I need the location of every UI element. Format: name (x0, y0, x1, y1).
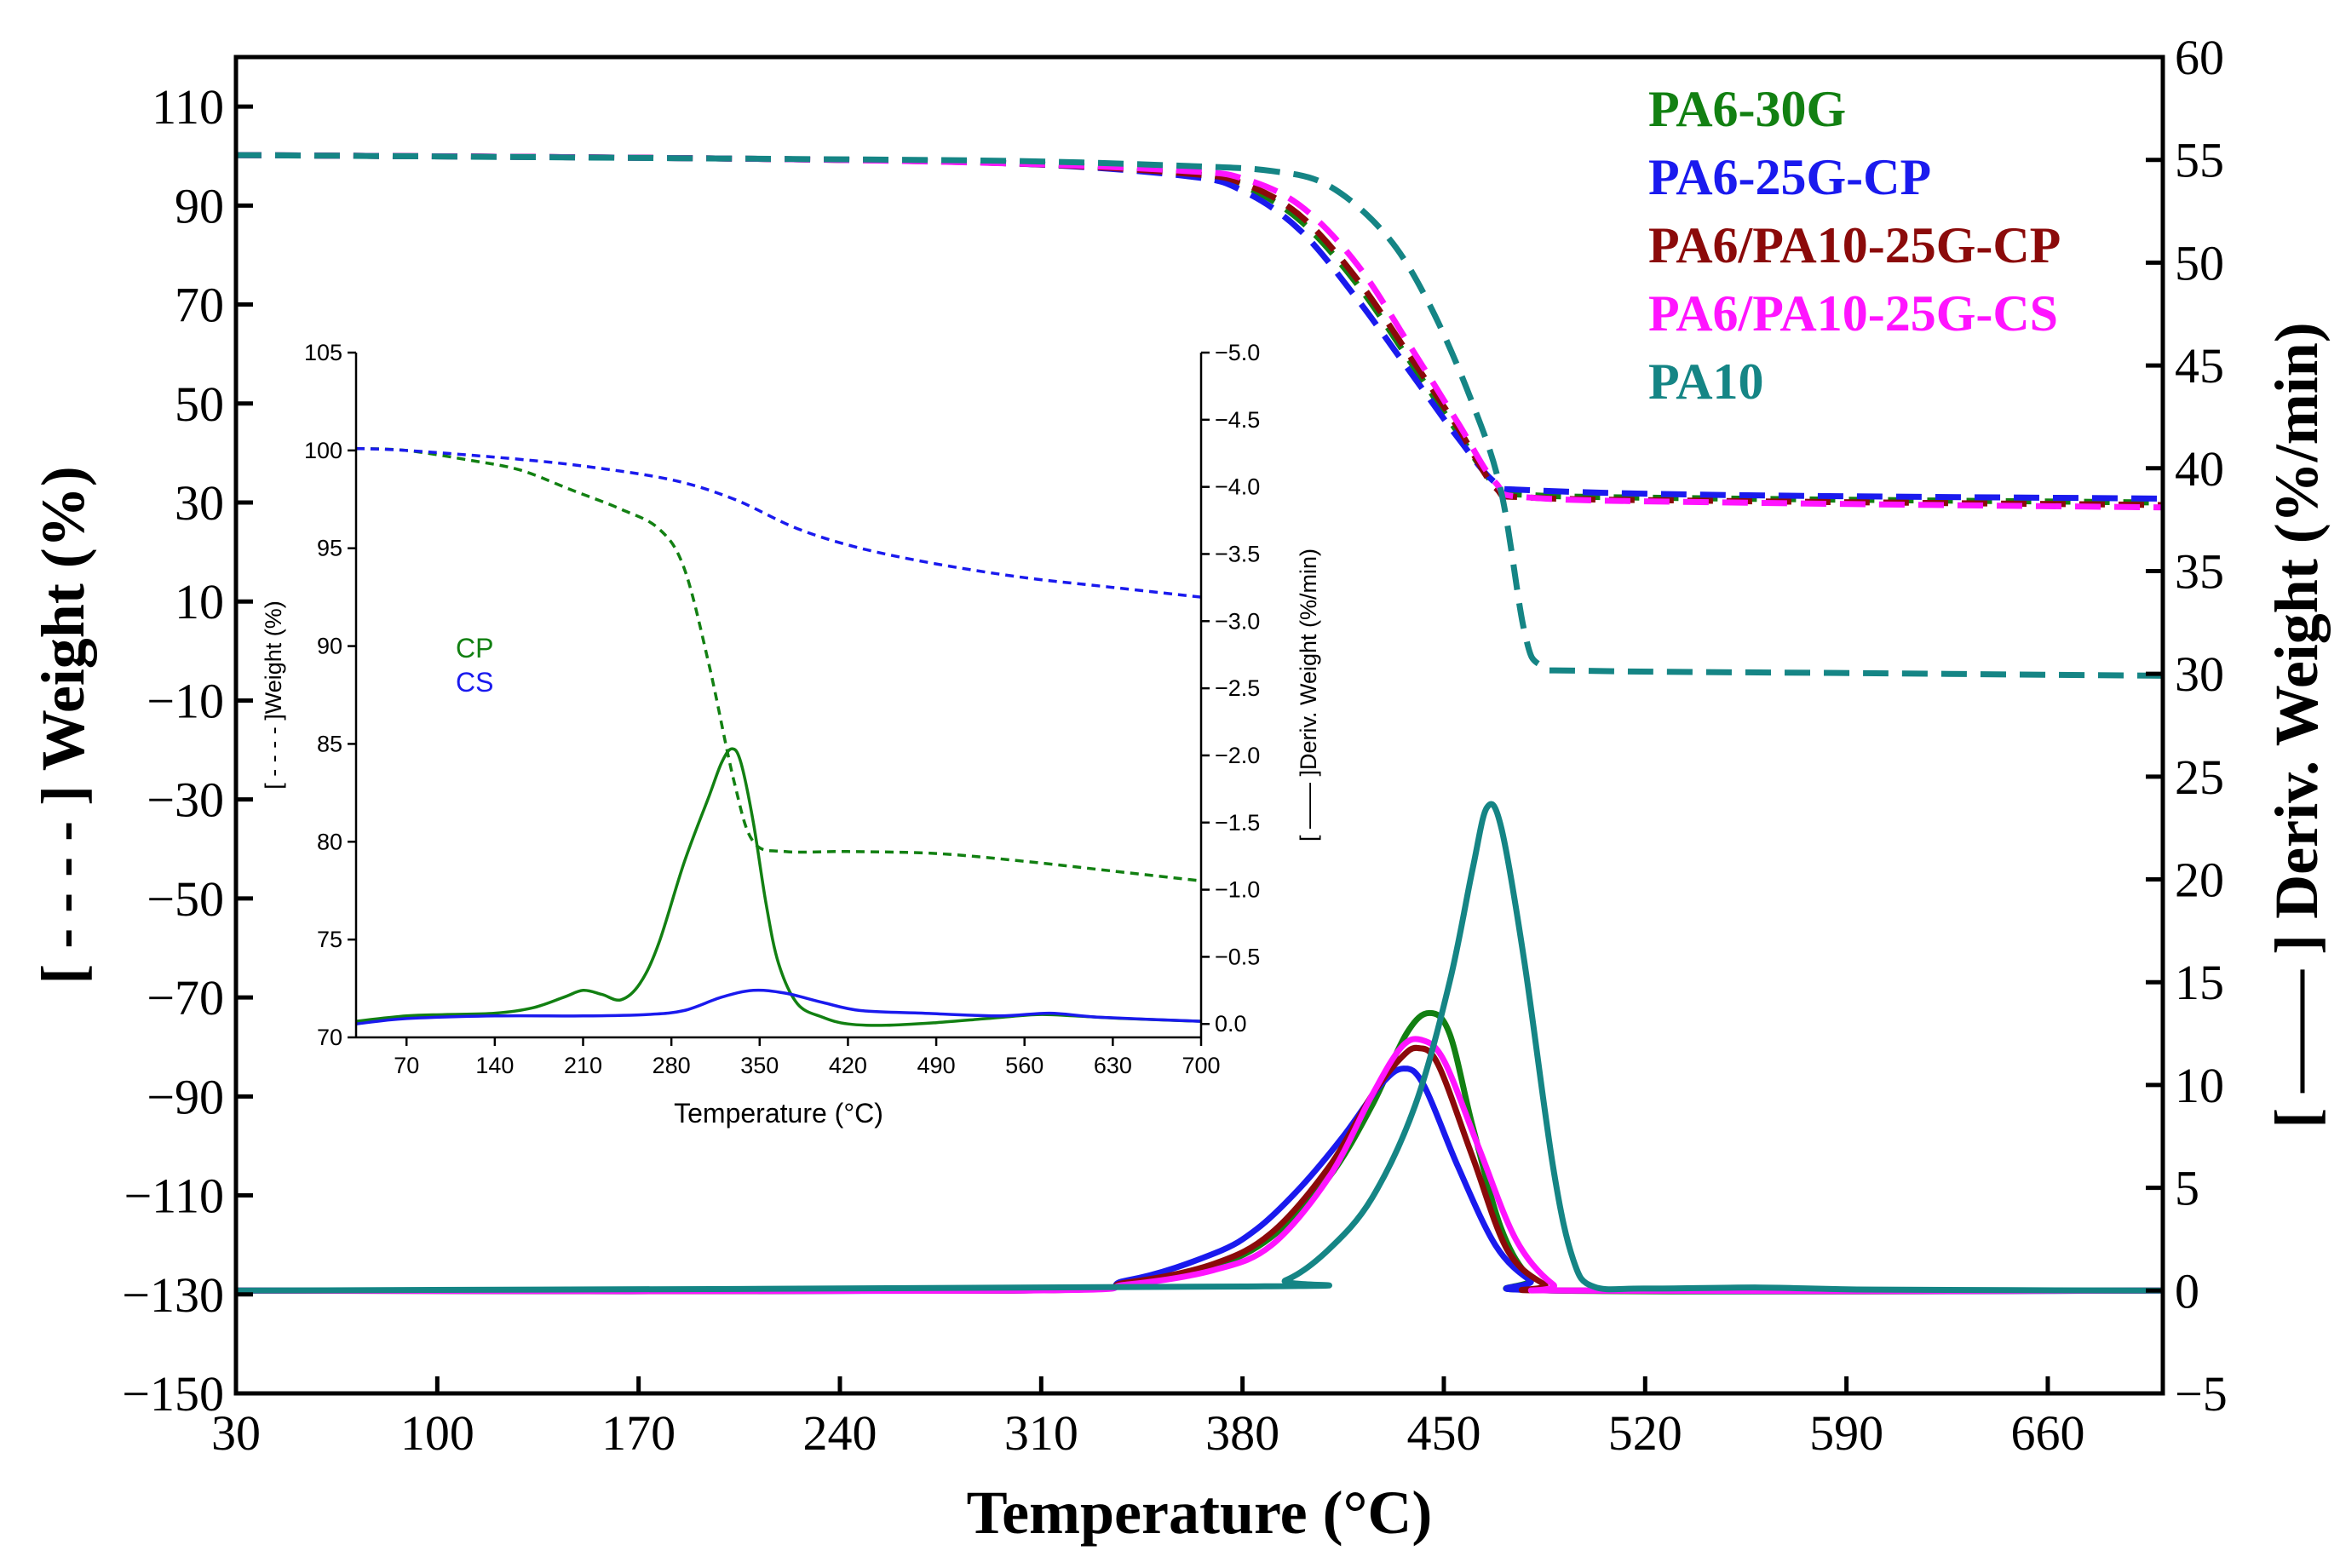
main-y-right-tick-label: −5 (2175, 1366, 2228, 1422)
main-x-tick-label: 380 (1205, 1405, 1279, 1461)
inset-x-tick-label: 700 (1181, 1053, 1220, 1078)
inset-weight-line-cs (355, 446, 1202, 599)
main-y-left-tick-label: −30 (147, 773, 224, 828)
main-plot: 30 100 170 240 310 380 450 520 590 66011090705030… (29, 30, 2331, 1547)
main-y-right-tick-label: 5 (2175, 1161, 2199, 1216)
inset-weight-line-cp (355, 446, 1202, 882)
inset-y-right-tick-label: −2.0 (1215, 743, 1260, 768)
inset-y-left-tick-label: 105 (304, 340, 342, 365)
inset-y-right-tick-label: −2.5 (1215, 675, 1260, 701)
inset-y-right-tick-label: −0.5 (1215, 944, 1260, 969)
main-x-tick-label: 520 (1608, 1405, 1682, 1461)
inset-y-right-tick-label: −1.5 (1215, 810, 1260, 836)
main-x-tick-label: 170 (601, 1405, 676, 1461)
main-x-tick-label: 450 (1406, 1405, 1480, 1461)
main-y-right-tick-label: 60 (2175, 30, 2224, 85)
main-y-right-tick-label: 0 (2175, 1263, 2199, 1318)
main-y-right-tick-label: 55 (2175, 133, 2224, 188)
legend-entry-pa6-pa10-25g-cp: PA6/PA10-25G-CP (1648, 217, 2061, 273)
main-weight-line-pa6-pa10-25g-cs (235, 152, 2164, 511)
legend-entry-pa6-pa10-25g-cs: PA6/PA10-25G-CS (1648, 285, 2058, 342)
main-y-left-tick-label: −50 (147, 871, 224, 927)
inset-y-right-tick-label: −3.5 (1215, 541, 1260, 566)
inset-background (356, 353, 1201, 1037)
inset-y-left-tick-label: 85 (317, 731, 342, 756)
main-x-tick-label: 590 (1809, 1405, 1883, 1461)
main-y-right-tick-label: 20 (2175, 853, 2224, 908)
main-y-left-tick-label: 10 (175, 574, 224, 629)
main-y-left-tick-label: 30 (175, 475, 224, 531)
main-y-left-tick-label: 50 (175, 376, 224, 432)
inset-y-right-tick-label: 0.0 (1215, 1011, 1247, 1037)
inset-x-tick-label: 140 (475, 1053, 514, 1078)
legend-entry-pa10: PA10 (1648, 353, 1764, 410)
main-y-left-tick-label: −150 (122, 1366, 224, 1422)
inset-x-tick-label: 420 (829, 1053, 867, 1078)
main-y-right-tick-label: 50 (2175, 235, 2224, 290)
inset-y-left-tick-label: 70 (317, 1025, 342, 1050)
main-x-tick-label: 30 (211, 1405, 261, 1461)
main-y-right-tick-label: 30 (2175, 646, 2224, 702)
main-deriv-line-pa10 (235, 801, 2164, 1294)
main-y-left-axis-label: [ - - - - ] Weight (%) (29, 466, 97, 985)
inset-y-right-tick-label: −3.0 (1215, 608, 1260, 634)
inset-y-right-tick-label: −5.0 (1215, 340, 1260, 365)
inset-x-tick-label: 70 (394, 1053, 419, 1078)
main-x-tick-label: 310 (1004, 1405, 1078, 1461)
legend-entry-pa6-25g-cp: PA6-25G-CP (1648, 149, 1931, 205)
main-x-tick-label: 240 (802, 1405, 877, 1461)
main-y-left-tick-label: 110 (152, 79, 224, 135)
inset-x-tick-label: 350 (740, 1053, 779, 1078)
main-y-right-tick-label: 10 (2175, 1058, 2224, 1113)
inset-x-axis-label: Temperature (°C) (674, 1098, 883, 1129)
main-y-right-tick-label: 15 (2175, 955, 2224, 1010)
main-y-right-tick-label: 35 (2175, 543, 2224, 599)
inset-x-tick-label: 560 (1005, 1053, 1044, 1078)
inset-legend-cp: CP (456, 633, 493, 663)
inset-deriv-line-cs (355, 988, 1202, 1025)
inset-y-right-tick-label: −4.5 (1215, 407, 1260, 433)
legend-entry-pa6-30g: PA6-30G (1648, 81, 1846, 137)
inset-legend-cs: CS (456, 667, 493, 698)
inset-plot: 70 140 210 280 350 420 490 560 630 700 105 100 95 90 8… (261, 340, 1321, 1129)
main-deriv-line-pa6-pa10-25g-cp (235, 1044, 2164, 1295)
inset-y-left-tick-label: 75 (317, 927, 342, 952)
main-weight-line-pa6-30g (235, 152, 2164, 506)
main-deriv-line-pa6-25g-cp (235, 1065, 2164, 1295)
inset-deriv-line-cp (355, 747, 1202, 1027)
inset-y-right-tick-label: −4.0 (1215, 474, 1260, 500)
inset-y-left-tick-label: 90 (317, 634, 342, 659)
main-y-left-tick-label: 70 (175, 278, 224, 333)
main-y-right-axis-label: [ —— ] Deriv. Weight (%/min) (2262, 322, 2331, 1129)
main-y-left-tick-label: −90 (147, 1069, 224, 1124)
main-y-left-tick-label: −110 (124, 1169, 224, 1224)
main-x-axis-label: Temperature (°C) (967, 1479, 1433, 1547)
inset-y-left-tick-label: 80 (317, 829, 342, 854)
main-weight-line-pa6-25g-cp (235, 152, 2164, 502)
main-y-left-tick-label: −130 (122, 1267, 224, 1323)
main-weight-line-pa10 (235, 152, 2164, 679)
main-plot-frame (233, 55, 2165, 1396)
main-weight-line-pa6-pa10-25g-cp (235, 152, 2164, 508)
inset-y-left-axis-label: [ - - - - ]Weight (%) (261, 600, 286, 790)
inset-y-right-axis-label: [ —— ]Deriv. Weight (%/min) (1296, 549, 1321, 841)
inset-x-tick-label: 210 (564, 1053, 602, 1078)
inset-x-tick-label: 490 (917, 1053, 956, 1078)
main-y-right-tick-label: 40 (2175, 441, 2224, 497)
main-x-tick-label: 100 (400, 1405, 474, 1461)
inset-y-left-tick-label: 95 (317, 536, 342, 561)
inset-x-tick-label: 280 (653, 1053, 691, 1078)
main-y-left-tick-label: −10 (147, 673, 224, 728)
inset-x-tick-label: 630 (1094, 1053, 1132, 1078)
main-y-right-tick-label: 45 (2175, 338, 2224, 393)
main-y-right-tick-label: 25 (2175, 750, 2224, 805)
main-y-left-tick-label: −70 (147, 970, 224, 1025)
main-y-left-tick-label: 90 (175, 178, 224, 233)
inset-y-left-tick-label: 100 (304, 438, 342, 463)
main-x-tick-label: 660 (2010, 1405, 2084, 1461)
inset-y-right-tick-label: −1.0 (1215, 877, 1260, 903)
